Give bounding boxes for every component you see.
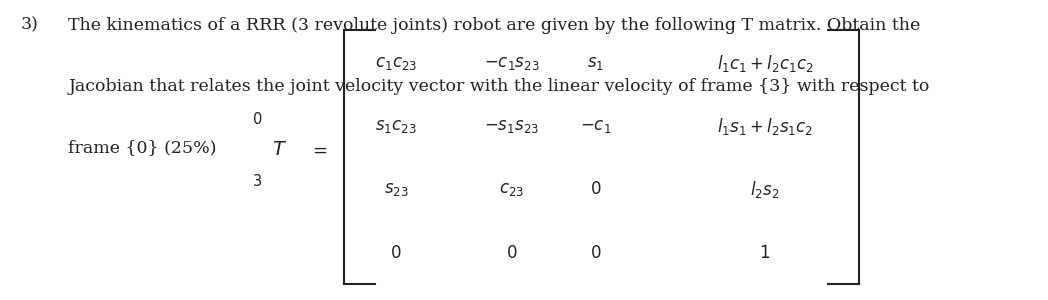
Text: $0$: $0$ <box>252 112 262 127</box>
Text: $-s_1s_{23}$: $-s_1s_{23}$ <box>484 118 539 135</box>
Text: $s_{23}$: $s_{23}$ <box>384 181 409 198</box>
Text: The kinematics of a RRR (3 revolute joints) robot are given by the following T m: The kinematics of a RRR (3 revolute join… <box>68 16 920 34</box>
Text: $s_1$: $s_1$ <box>587 55 604 71</box>
Text: $0$: $0$ <box>391 245 401 262</box>
Text: $3$: $3$ <box>252 172 262 188</box>
Text: $l_1s_1+l_2s_1c_2$: $l_1s_1+l_2s_1c_2$ <box>717 116 813 137</box>
Text: $=$: $=$ <box>309 141 328 159</box>
Text: $l_1c_1+l_2c_1c_2$: $l_1c_1+l_2c_1c_2$ <box>717 52 813 74</box>
Text: $c_{23}$: $c_{23}$ <box>499 181 524 198</box>
Text: $0$: $0$ <box>506 245 517 262</box>
Text: $c_1c_{23}$: $c_1c_{23}$ <box>375 55 417 71</box>
Text: $l_2s_2$: $l_2s_2$ <box>750 179 780 200</box>
Text: 3): 3) <box>21 16 39 34</box>
Text: $0$: $0$ <box>590 245 601 262</box>
Text: $s_1c_{23}$: $s_1c_{23}$ <box>375 118 417 135</box>
Text: $-c_1$: $-c_1$ <box>580 118 611 135</box>
Text: $-c_1s_{23}$: $-c_1s_{23}$ <box>484 55 539 71</box>
Text: $1$: $1$ <box>760 245 770 262</box>
Text: frame {0} (25%): frame {0} (25%) <box>68 140 217 157</box>
Text: Jacobian that relates the joint velocity vector with the linear velocity of fram: Jacobian that relates the joint velocity… <box>68 78 930 95</box>
Text: $T$: $T$ <box>272 141 287 159</box>
Text: $0$: $0$ <box>590 181 601 198</box>
